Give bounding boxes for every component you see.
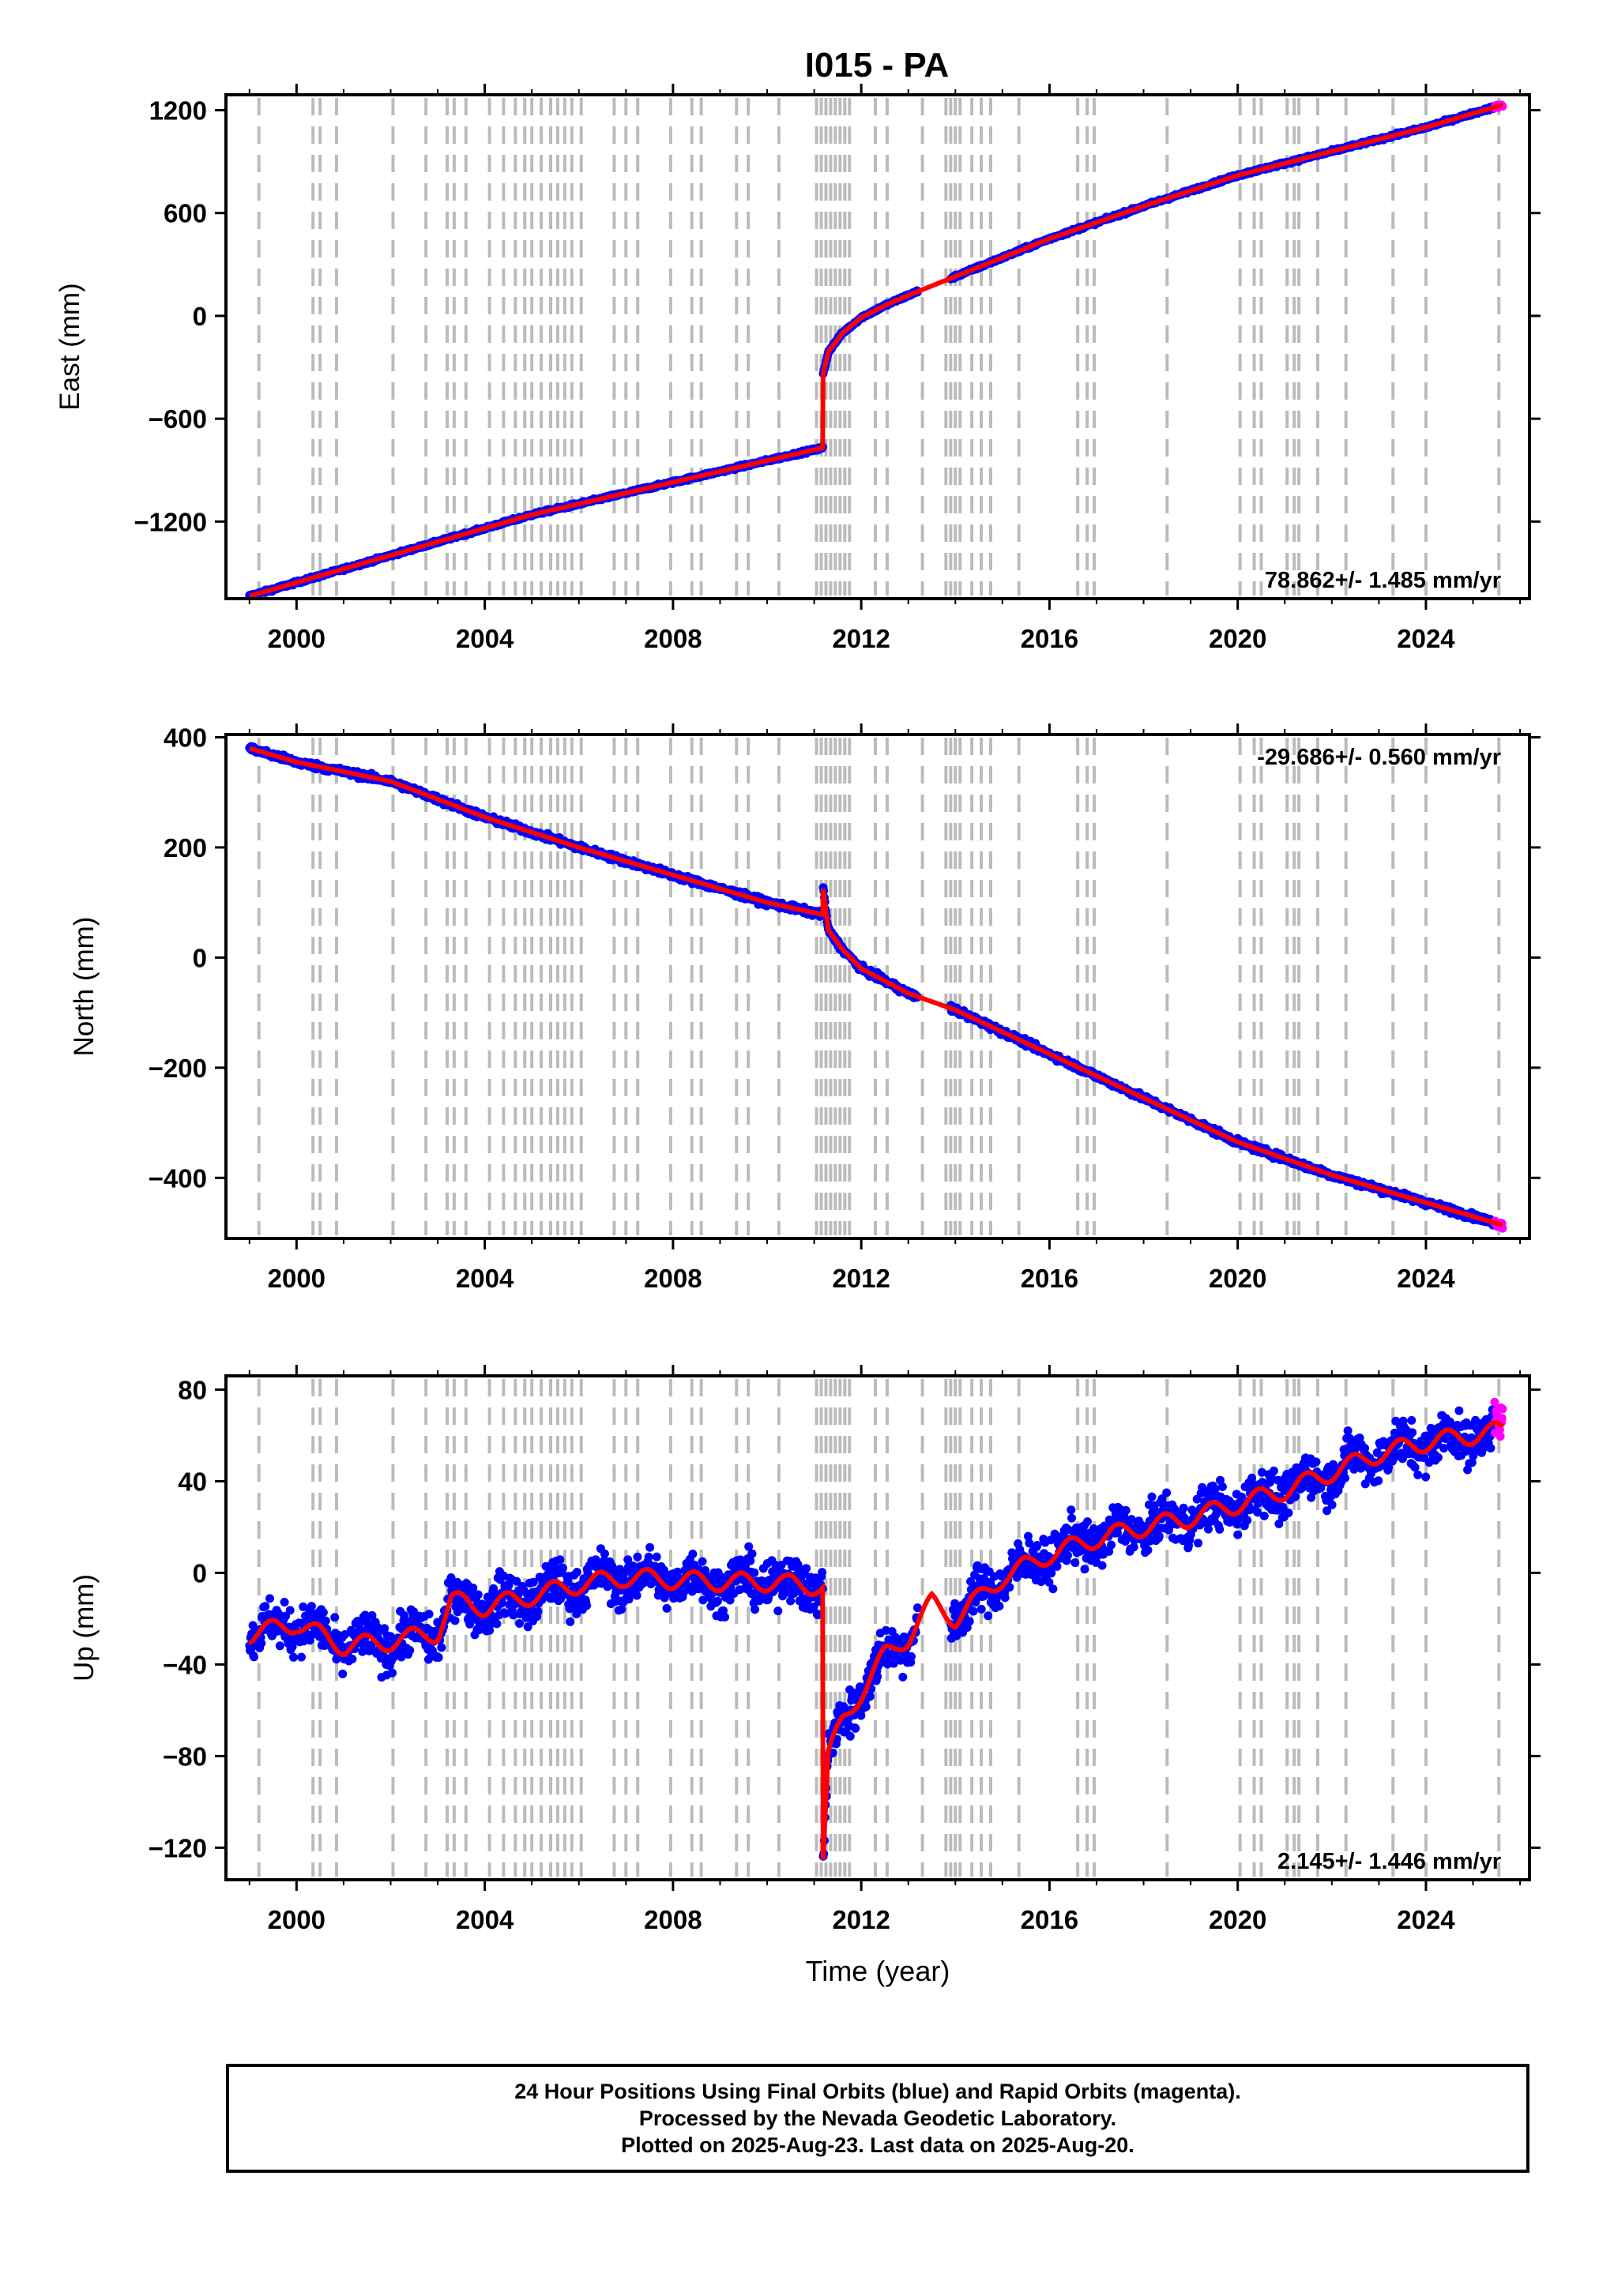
rate-label: -29.686+/- 0.560 mm/yr: [1257, 745, 1501, 770]
y-tick-label: 0: [193, 302, 207, 331]
x-tick-label: 2004: [456, 1264, 514, 1293]
data-point: [319, 1608, 328, 1617]
data-point: [257, 1639, 265, 1648]
y-tick-label: 1200: [149, 96, 207, 126]
data-point: [276, 1641, 284, 1650]
y-tick-label: 600: [164, 199, 207, 228]
y-tick-label: −1200: [134, 507, 207, 536]
x-tick-label: 2024: [1397, 1264, 1455, 1293]
x-tick-label: 2016: [1021, 624, 1078, 653]
data-point: [280, 1598, 289, 1606]
y-tick-label: −200: [149, 1054, 207, 1083]
x-tick-label: 2012: [832, 624, 890, 653]
data-point: [348, 1655, 356, 1663]
data-point: [322, 1617, 330, 1625]
y-tick-label: 400: [164, 723, 207, 752]
x-tick-label: 2024: [1397, 624, 1455, 653]
data-point: [261, 1602, 269, 1610]
data-point: [286, 1606, 295, 1614]
x-tick-label: 2004: [456, 624, 514, 653]
x-tick-label: 2008: [644, 1264, 702, 1293]
y-axis-label: North (mm): [69, 917, 100, 1057]
data-point: [250, 1652, 258, 1661]
y-tick-label: −600: [149, 404, 207, 434]
data-point: [289, 1653, 298, 1662]
x-tick-label: 2000: [268, 1264, 325, 1293]
x-tick-label: 2020: [1209, 1264, 1266, 1293]
data-point: [265, 1594, 274, 1603]
y-tick-label: 200: [164, 833, 207, 862]
x-tick-label: 2016: [1021, 1264, 1078, 1293]
data-point: [330, 1613, 339, 1621]
y-tick-label: −400: [149, 1163, 207, 1193]
x-tick-label: 2008: [644, 624, 702, 653]
x-tick-label: 2000: [268, 624, 325, 653]
data-point: [297, 1653, 306, 1662]
data-point: [388, 1669, 397, 1678]
x-tick-label: 2020: [1209, 624, 1266, 653]
x-tick-label: 2012: [832, 1264, 890, 1293]
rate-label: 78.862+/- 1.485 mm/yr: [1265, 568, 1501, 593]
data-point: [338, 1670, 347, 1678]
y-tick-label: 0: [193, 943, 207, 972]
y-axis-label: East (mm): [55, 283, 85, 410]
chart-title: I015 - PA: [805, 46, 950, 85]
